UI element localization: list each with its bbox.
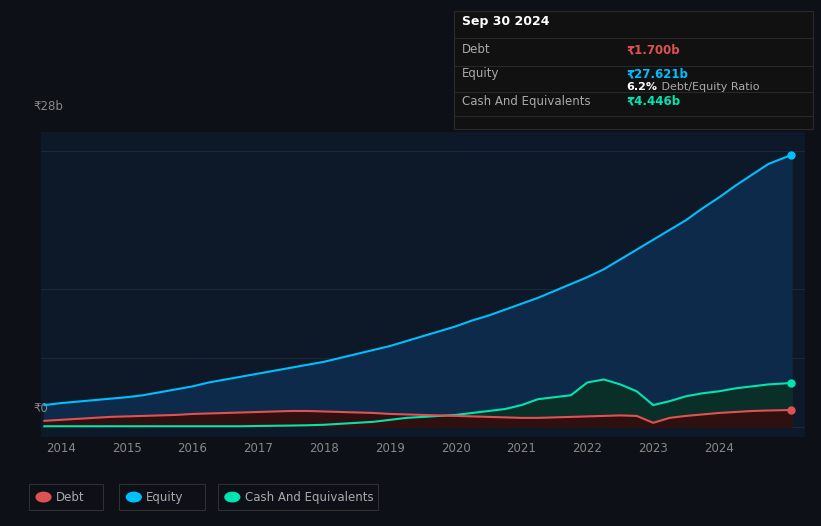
Text: Debt: Debt (56, 491, 85, 503)
Text: Debt/Equity Ratio: Debt/Equity Ratio (658, 82, 759, 92)
Text: ₹27.621b: ₹27.621b (626, 67, 688, 80)
Text: ₹0: ₹0 (34, 402, 48, 415)
Text: Equity: Equity (146, 491, 184, 503)
Text: Cash And Equivalents: Cash And Equivalents (245, 491, 374, 503)
Text: 6.2%: 6.2% (626, 82, 658, 92)
Text: ₹4.446b: ₹4.446b (626, 95, 681, 108)
Text: Debt: Debt (462, 43, 491, 56)
Text: Sep 30 2024: Sep 30 2024 (462, 15, 550, 28)
Text: ₹1.700b: ₹1.700b (626, 43, 680, 56)
Text: Cash And Equivalents: Cash And Equivalents (462, 95, 591, 108)
Text: Equity: Equity (462, 67, 500, 80)
Text: ₹28b: ₹28b (34, 100, 63, 113)
